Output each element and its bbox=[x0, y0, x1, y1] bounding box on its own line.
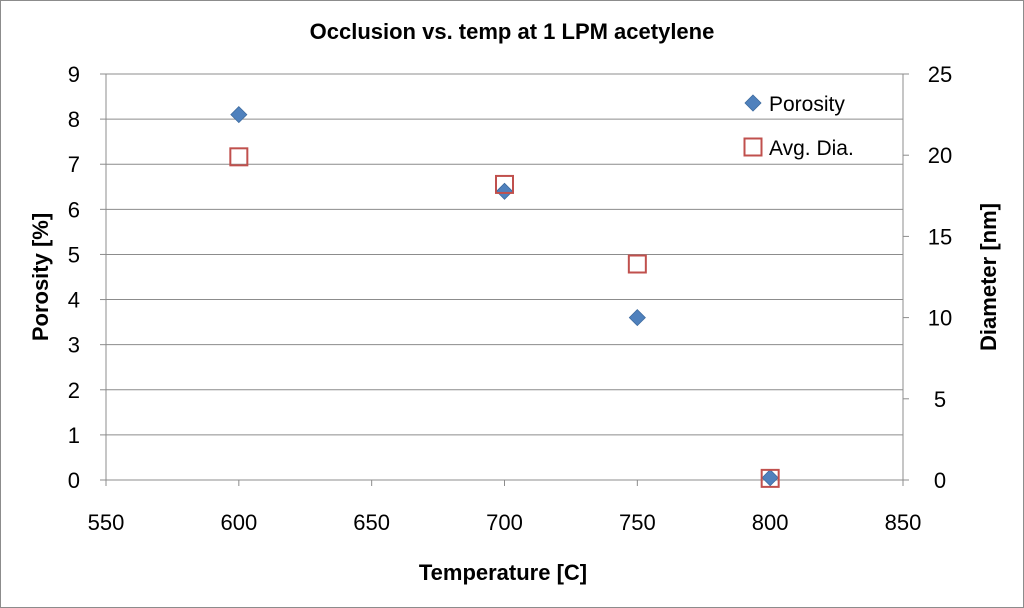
y-tick-label: 2 bbox=[68, 378, 80, 403]
avg-dia-point bbox=[627, 254, 647, 274]
y2-tick-label: 10 bbox=[928, 306, 952, 331]
legend-label: Porosity bbox=[769, 93, 845, 116]
legend-marker-porosity bbox=[744, 94, 762, 112]
y2-tick-label: 5 bbox=[934, 387, 946, 412]
x-tick-label: 550 bbox=[88, 510, 125, 535]
y2-tick-label: 0 bbox=[934, 468, 946, 493]
y-tick-label: 8 bbox=[68, 107, 80, 132]
y2-tick-label: 20 bbox=[928, 143, 952, 168]
x-tick-label: 800 bbox=[752, 510, 789, 535]
x-axis-title: Temperature [C] bbox=[419, 560, 587, 585]
legend-label: Avg. Dia. bbox=[769, 137, 854, 160]
avg-dia-point bbox=[760, 468, 780, 488]
x-tick-label: 600 bbox=[220, 510, 257, 535]
legend: Porosity Avg. Dia. bbox=[743, 93, 854, 160]
y-tick-label: 1 bbox=[68, 423, 80, 448]
gridlines bbox=[106, 73, 903, 436]
y-tick-label: 9 bbox=[68, 62, 80, 87]
porosity-point bbox=[761, 469, 779, 487]
legend-marker-avg-dia bbox=[743, 137, 763, 157]
porosity-point bbox=[495, 182, 514, 200]
avg-dia-point bbox=[229, 147, 249, 167]
x-tick-label: 850 bbox=[885, 510, 922, 535]
y-tick-label: 3 bbox=[68, 333, 80, 358]
x-tick-label: 650 bbox=[353, 510, 390, 535]
porosity-point bbox=[230, 106, 248, 124]
y-tick-label: 4 bbox=[68, 288, 80, 313]
y-axis-title: Porosity [%] bbox=[28, 213, 53, 341]
chart-title: Occlusion vs. temp at 1 LPM acetylene bbox=[310, 19, 715, 44]
y2-axis-title: Diameter [nm] bbox=[976, 203, 1001, 351]
data-marks bbox=[229, 106, 780, 488]
y2-tick-label: 15 bbox=[928, 224, 952, 249]
x-tick-label: 700 bbox=[486, 510, 523, 535]
tick-labels: 550 600 650 700 750 800 850 0 1 2 3 4 5 6 7 8 9 0 5 10 15 20 2… bbox=[68, 62, 952, 535]
y-tick-label: 0 bbox=[68, 468, 80, 493]
y-tick-label: 6 bbox=[68, 197, 80, 222]
x-tick-label: 750 bbox=[619, 510, 656, 535]
y-tick-label: 5 bbox=[68, 242, 80, 267]
y-tick-label: 7 bbox=[68, 152, 80, 177]
axes bbox=[100, 73, 909, 486]
avg-dia-point bbox=[495, 174, 514, 194]
y2-tick-label: 25 bbox=[928, 62, 952, 87]
porosity-point bbox=[628, 309, 646, 327]
